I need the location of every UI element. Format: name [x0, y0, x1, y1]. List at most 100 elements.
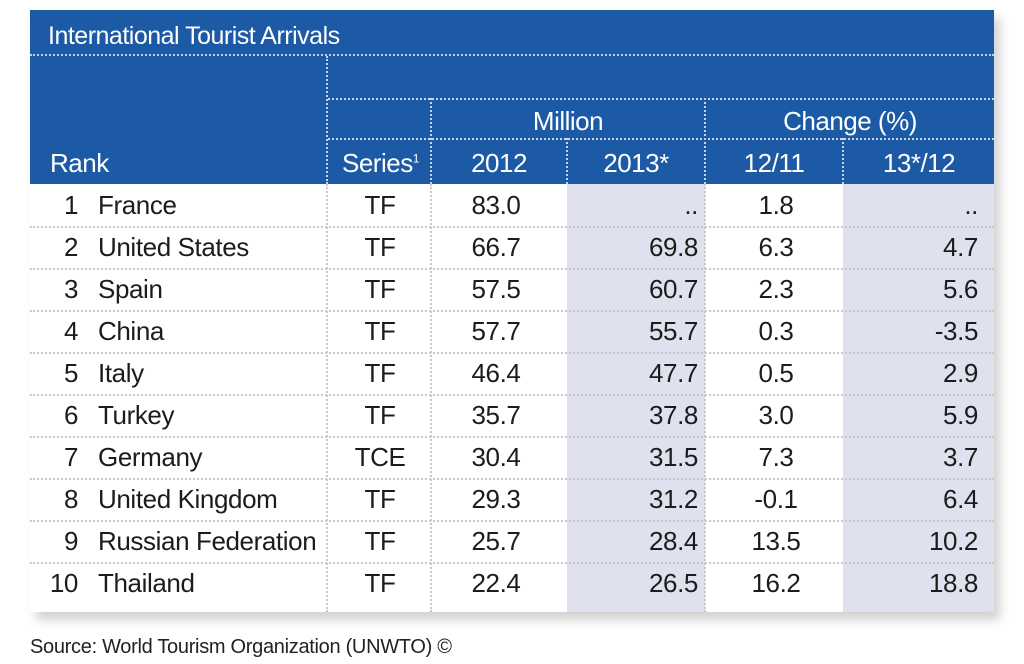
header-change: Change (%) — [783, 106, 917, 136]
cell-2012: 57.5 — [471, 274, 521, 304]
cell-change-13-12: 5.9 — [943, 400, 978, 430]
header-divider — [566, 138, 568, 184]
header-13-12: 13*/12 — [882, 148, 956, 178]
cell-rank: 8 — [63, 484, 78, 514]
cell-change-13-12: 6.4 — [943, 484, 978, 514]
cell-2013: 69.8 — [648, 232, 698, 262]
table-title: International Tourist Arrivals — [48, 22, 340, 50]
table-row: 7 Germany TCE 30.4 31.5 7.3 3.7 — [30, 438, 994, 480]
cell-2012: 66.7 — [471, 232, 521, 262]
table-row: 3 Spain TF 57.5 60.7 2.3 5.6 — [30, 270, 994, 312]
cell-change-12-11: 0.5 — [758, 358, 794, 388]
cell-change-13-12: 2.9 — [943, 358, 978, 388]
column-divider — [704, 184, 706, 612]
cell-2012: 35.7 — [471, 400, 521, 430]
cell-country: Russian Federation — [98, 526, 317, 556]
cell-country: Thailand — [98, 568, 195, 598]
cell-change-12-11: 2.3 — [758, 274, 794, 304]
header-divider — [328, 98, 994, 100]
cell-change-12-11: 7.3 — [758, 442, 794, 472]
shaded-column-13-12 — [843, 184, 994, 612]
cell-country: Spain — [98, 274, 163, 304]
column-divider — [430, 184, 432, 612]
cell-series: TF — [364, 274, 396, 304]
cell-rank: 6 — [63, 400, 78, 430]
cell-2012: 22.4 — [471, 568, 521, 598]
cell-country: United Kingdom — [98, 484, 278, 514]
header-divider — [328, 138, 994, 140]
header-2012: 2012 — [471, 148, 527, 178]
cell-2012: 30.4 — [471, 442, 521, 472]
table-row: 8 United Kingdom TF 29.3 31.2 -0.1 6.4 — [30, 480, 994, 522]
table-title-bar: International Tourist Arrivals — [30, 10, 994, 56]
table-row: 4 China TF 57.7 55.7 0.3 -3.5 — [30, 312, 994, 354]
header-series-label: Series — [342, 148, 413, 178]
cell-change-12-11: 0.3 — [758, 316, 794, 346]
cell-country: China — [98, 316, 164, 346]
cell-change-13-12: 18.8 — [928, 568, 978, 598]
cell-country: United States — [98, 232, 249, 262]
header-series-footnote: 1 — [412, 151, 420, 166]
header-divider — [430, 98, 432, 184]
cell-country: Turkey — [98, 400, 175, 430]
cell-series: TCE — [354, 442, 406, 472]
table-row: 2 United States TF 66.7 69.8 6.3 4.7 — [30, 228, 994, 270]
cell-2012: 83.0 — [471, 190, 521, 220]
cell-series: TF — [364, 316, 396, 346]
cell-rank: 1 — [63, 190, 78, 220]
cell-rank: 10 — [49, 568, 79, 598]
cell-2013: 31.2 — [648, 484, 698, 514]
header-12-11: 12/11 — [743, 148, 805, 178]
cell-country: France — [98, 190, 177, 220]
cell-series: TF — [364, 400, 396, 430]
tourist-arrivals-table: International Tourist Arrivals Rank Seri… — [30, 10, 994, 612]
cell-change-12-11: -0.1 — [754, 484, 798, 514]
table-row: 10 Thailand TF 22.4 26.5 16.2 18.8 — [30, 564, 994, 606]
shaded-column-2013 — [567, 184, 705, 612]
cell-series: TF — [364, 232, 396, 262]
header-2013: 2013* — [603, 148, 669, 178]
cell-change-13-12: 3.7 — [943, 442, 978, 472]
cell-2013: 31.5 — [648, 442, 698, 472]
cell-change-12-11: 3.0 — [758, 400, 794, 430]
cell-2013: 55.7 — [648, 316, 698, 346]
cell-change-13-12: 5.6 — [943, 274, 978, 304]
cell-2013: 37.8 — [648, 400, 698, 430]
cell-country: Italy — [98, 358, 144, 388]
source-note: Source: World Tourism Organization (UNWT… — [30, 636, 452, 658]
cell-change-12-11: 6.3 — [758, 232, 794, 262]
table-row: 5 Italy TF 46.4 47.7 0.5 2.9 — [30, 354, 994, 396]
cell-rank: 2 — [63, 232, 78, 262]
cell-2012: 29.3 — [471, 484, 521, 514]
header-million: Million — [532, 106, 604, 136]
cell-change-13-12: .. — [964, 190, 978, 220]
cell-2013: 26.5 — [648, 568, 698, 598]
cell-change-13-12: -3.5 — [934, 316, 979, 346]
header-rank: Rank — [50, 148, 109, 178]
cell-change-13-12: 4.7 — [943, 232, 978, 262]
cell-2013: .. — [684, 190, 698, 220]
cell-2012: 25.7 — [471, 526, 521, 556]
cell-change-13-12: 10.2 — [928, 526, 978, 556]
cell-country: Germany — [98, 442, 203, 472]
cell-2013: 28.4 — [648, 526, 698, 556]
cell-change-12-11: 1.8 — [758, 190, 794, 220]
cell-series: TF — [364, 358, 396, 388]
table-row: 9 Russian Federation TF 25.7 28.4 13.5 1… — [30, 522, 994, 564]
cell-2013: 47.7 — [648, 358, 698, 388]
column-divider — [326, 184, 328, 612]
cell-change-12-11: 16.2 — [751, 568, 801, 598]
cell-series: TF — [364, 190, 396, 220]
cell-rank: 3 — [63, 274, 78, 304]
header-divider — [326, 56, 328, 184]
table-row: 1 France TF 83.0 .. 1.8 .. — [30, 186, 994, 228]
cell-series: TF — [364, 568, 396, 598]
table-header: Rank Series1 Million Change (%) 2012 201… — [30, 56, 994, 184]
cell-series: TF — [364, 526, 396, 556]
header-series: Series1 — [342, 148, 419, 179]
cell-rank: 4 — [63, 316, 78, 346]
cell-series: TF — [364, 484, 396, 514]
cell-2013: 60.7 — [648, 274, 698, 304]
cell-rank: 9 — [63, 526, 78, 556]
header-divider — [842, 138, 844, 184]
